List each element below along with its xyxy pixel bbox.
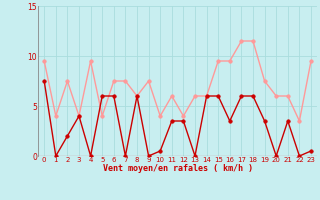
X-axis label: Vent moyen/en rafales ( km/h ): Vent moyen/en rafales ( km/h )	[103, 164, 252, 173]
